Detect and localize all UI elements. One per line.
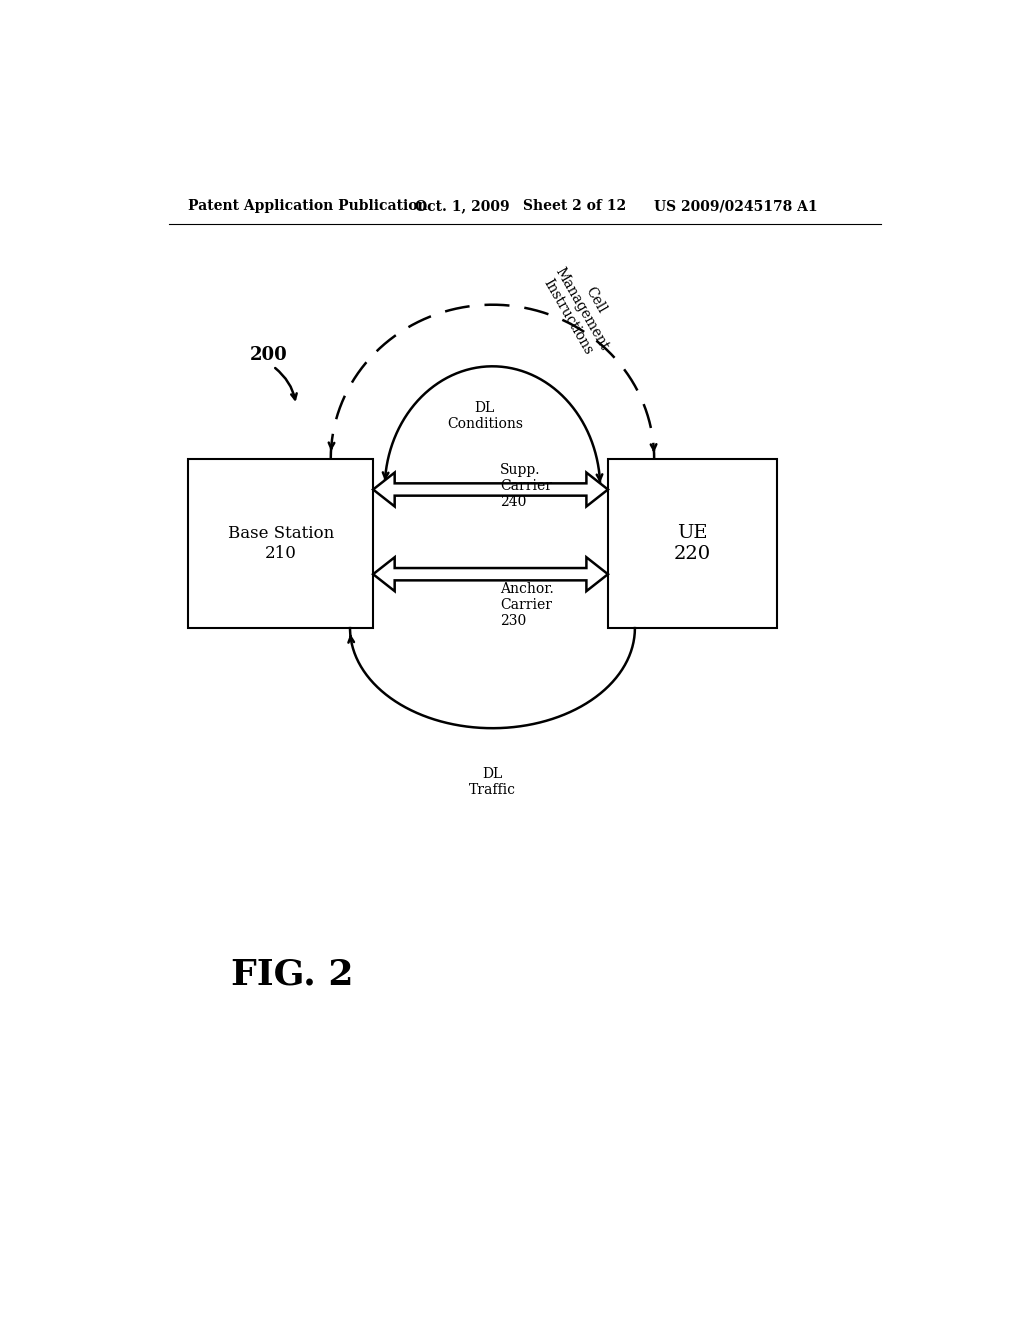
- Text: DL
Conditions: DL Conditions: [446, 401, 523, 432]
- Text: Sheet 2 of 12: Sheet 2 of 12: [523, 199, 627, 213]
- Text: 200: 200: [250, 346, 288, 364]
- Text: Cell
Management
Instructions: Cell Management Instructions: [539, 256, 626, 360]
- Bar: [608, 459, 777, 628]
- Text: Patent Application Publication: Patent Application Publication: [188, 199, 428, 213]
- Text: Base Station
210: Base Station 210: [227, 525, 334, 562]
- Text: UE
220: UE 220: [674, 524, 712, 562]
- Polygon shape: [373, 557, 608, 591]
- Text: Oct. 1, 2009: Oct. 1, 2009: [416, 199, 510, 213]
- Text: DL
Traffic: DL Traffic: [469, 767, 516, 797]
- Text: Supp.
Carrier
240: Supp. Carrier 240: [500, 462, 552, 510]
- Polygon shape: [373, 473, 608, 507]
- Bar: [188, 459, 373, 628]
- Text: Anchor.
Carrier
230: Anchor. Carrier 230: [500, 582, 554, 628]
- Text: FIG. 2: FIG. 2: [230, 957, 353, 991]
- Text: US 2009/0245178 A1: US 2009/0245178 A1: [654, 199, 818, 213]
